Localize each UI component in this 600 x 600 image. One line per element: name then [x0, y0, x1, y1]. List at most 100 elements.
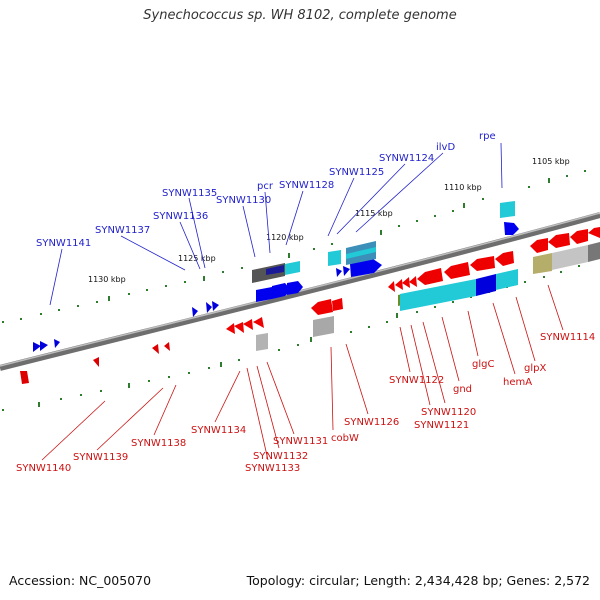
- gene-arrow-forward: [54, 339, 60, 348]
- leader-line: [285, 190, 304, 246]
- leader-line: [330, 346, 334, 431]
- accession-text: Accession: NC_005070: [9, 573, 152, 588]
- gene-block-forward: [266, 265, 284, 275]
- gene-arrow-forward: [504, 222, 519, 235]
- gene-arrow-forward: [212, 301, 219, 311]
- leader-line: [441, 316, 460, 382]
- leader-line: [336, 163, 406, 235]
- gene-arrow-reverse: [388, 281, 395, 292]
- gene-arrow-reverse: [226, 323, 235, 334]
- gene-arrow-forward: [256, 287, 272, 302]
- gene-label-reverse: SYNW1133: [245, 463, 300, 474]
- gene-label-forward: ilvD: [436, 142, 455, 153]
- leader-line: [242, 205, 256, 258]
- gene-block-forward: [346, 247, 376, 259]
- gene-arrow-reverse: [444, 262, 470, 279]
- leader-line: [355, 152, 444, 233]
- gene-arrow-reverse: [470, 256, 495, 271]
- gene-label-reverse: SYNW1139: [73, 452, 128, 463]
- gene-label-forward: SYNW1128: [279, 180, 334, 191]
- gene-block-reverse: [313, 316, 334, 337]
- gene-arrow-forward: [33, 342, 41, 352]
- leader-line: [96, 387, 164, 451]
- gene-arrow-reverse: [395, 279, 403, 290]
- leader-line: [120, 235, 186, 271]
- gene-arrow-reverse: [20, 371, 29, 384]
- gene-block-forward: [500, 201, 515, 218]
- leader-line: [264, 191, 271, 254]
- gene-arrow-reverse: [164, 342, 170, 351]
- gene-label-reverse: glpX: [524, 363, 546, 374]
- leader-line: [214, 370, 241, 423]
- gene-arrow-reverse: [253, 317, 264, 328]
- leader-line: [41, 400, 106, 461]
- gene-label-reverse: SYNW1126: [344, 417, 399, 428]
- leader-line: [188, 197, 206, 269]
- inner-scale-dots: [2, 265, 580, 411]
- gene-label-forward: rpe: [479, 131, 496, 142]
- scale-tick-label: 1120 kbp: [266, 233, 304, 242]
- leader-line: [246, 367, 269, 461]
- scale-tick-label: 1125 kbp: [178, 254, 216, 263]
- leader-line: [467, 310, 479, 357]
- gene-label-reverse: SYNW1132: [253, 451, 308, 462]
- leader-line: [500, 142, 503, 189]
- leader-line: [410, 324, 431, 406]
- leader-line: [547, 284, 564, 331]
- gene-label-forward: SYNW1124: [379, 153, 434, 164]
- gene-arrow-reverse: [402, 277, 410, 288]
- scale-tick-label: 1115 kbp: [355, 209, 393, 218]
- gene-arrow-forward: [287, 281, 303, 295]
- gene-arrow-forward: [206, 302, 212, 313]
- gene-label-forward: SYNW1137: [95, 225, 150, 236]
- leader-line: [256, 365, 280, 449]
- leader-line: [399, 326, 411, 373]
- gene-block-reverse: [400, 279, 476, 311]
- gene-label-reverse: SYNW1138: [131, 438, 186, 449]
- leader-line: [515, 296, 536, 362]
- gene-arrow-reverse: [243, 319, 253, 330]
- gene-arrow-forward: [350, 259, 382, 277]
- gene-block-reverse: [552, 245, 588, 270]
- leader-line: [492, 302, 516, 375]
- gene-label-forward: SYNW1130: [216, 195, 271, 206]
- gene-label-forward: pcr: [257, 181, 274, 192]
- gene-arrow-forward: [343, 266, 350, 276]
- gene-block-forward: [285, 261, 300, 275]
- gene-arrow-reverse: [588, 227, 600, 238]
- leader-line: [327, 177, 355, 237]
- leader-line: [153, 384, 177, 436]
- gene-label-forward: SYNW1141: [36, 238, 91, 249]
- gene-arrow-reverse: [495, 251, 514, 266]
- gene-label-reverse: SYNW1134: [191, 425, 246, 436]
- gene-block-forward: [328, 250, 341, 266]
- genome-title: Synechococcus sp. WH 8102, complete geno…: [143, 8, 457, 23]
- gene-block-reverse: [476, 274, 496, 296]
- gene-arrow-reverse: [311, 299, 333, 315]
- leader-line: [266, 361, 295, 435]
- scale-tick-label: 1110 kbp: [444, 183, 482, 192]
- gene-arrow-reverse: [530, 238, 548, 253]
- gene-label-reverse: SYNW1131: [273, 436, 328, 447]
- gene-label-reverse: hemA: [503, 377, 532, 388]
- gene-label-forward: SYNW1125: [329, 167, 384, 178]
- gene-arrow-reverse: [332, 298, 343, 311]
- genome-backbone: [0, 212, 600, 371]
- gene-label-reverse: SYNW1140: [16, 463, 71, 474]
- gene-label-reverse: glgC: [472, 359, 494, 370]
- gene-label-reverse: gnd: [453, 384, 472, 395]
- gene-block-reverse: [496, 269, 518, 290]
- genome-stats-text: Topology: circular; Length: 2,434,428 bp…: [246, 573, 590, 588]
- gene-label-reverse: SYNW1121: [414, 420, 469, 431]
- gene-arrow-reverse: [570, 229, 588, 244]
- gene-label-forward: SYNW1135: [162, 188, 217, 199]
- gene-arrow-reverse: [234, 322, 244, 333]
- gene-arrow-reverse: [548, 233, 570, 248]
- leader-line: [422, 321, 446, 404]
- gene-arrow-reverse: [93, 357, 99, 367]
- gene-arrow-reverse: [152, 344, 159, 354]
- gene-label-reverse: SYNW1114: [540, 332, 595, 343]
- gene-label-reverse: SYNW1120: [421, 407, 476, 418]
- gene-arrow-forward: [192, 307, 198, 317]
